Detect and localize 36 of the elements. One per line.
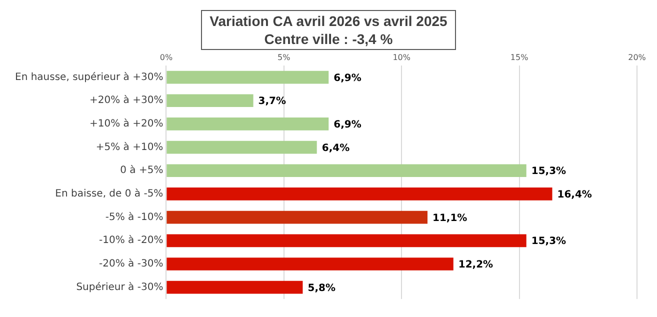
y-tick-label: -5% à -10% <box>105 212 164 223</box>
x-tick-label: 5% <box>278 52 291 62</box>
bar <box>166 70 329 84</box>
bar <box>166 164 526 178</box>
x-tick-label: 20% <box>628 52 646 62</box>
data-label: 16,4% <box>557 190 592 201</box>
data-label: 6,4% <box>322 142 350 154</box>
y-tick-label: 0 à +5% <box>120 165 164 176</box>
y-tick-label: -10% à -20% <box>99 235 164 246</box>
y-tick-label: +5% à +10% <box>96 142 164 153</box>
bar <box>166 94 254 108</box>
x-tick-label: 0% <box>160 52 173 62</box>
data-label: 3,7% <box>258 96 286 108</box>
bar <box>166 258 454 270</box>
bar <box>166 280 303 294</box>
y-tick-label: En hausse, supérieur à +30% <box>14 72 164 83</box>
data-label: 11,1% <box>432 212 468 224</box>
data-label: 12,2% <box>458 260 494 271</box>
chart-title: Variation CA avril 2026 vs avril 2025 Centre ville : -3,4 % <box>210 12 448 48</box>
bar <box>166 140 317 154</box>
data-label: 6,9% <box>334 72 362 84</box>
x-tick-label: 10% <box>392 52 411 62</box>
bar <box>166 118 329 130</box>
data-label: 15,3% <box>531 236 566 248</box>
data-label: 15,3% <box>531 166 566 178</box>
data-label: 6,9% <box>334 120 362 131</box>
y-tick-label: Supérieur à -30% <box>76 282 164 293</box>
x-tick-label: 15% <box>510 52 529 62</box>
y-tick-label: +20% à +30% <box>89 95 164 106</box>
bar <box>166 188 552 200</box>
data-label: 5,8% <box>308 282 336 294</box>
y-tick-label: En baisse, de 0 à -5% <box>55 188 164 200</box>
bar <box>166 210 428 224</box>
y-tick-label: +10% à +20% <box>89 118 164 130</box>
y-tick-label: -20% à -30% <box>99 258 164 270</box>
bar <box>166 234 526 248</box>
